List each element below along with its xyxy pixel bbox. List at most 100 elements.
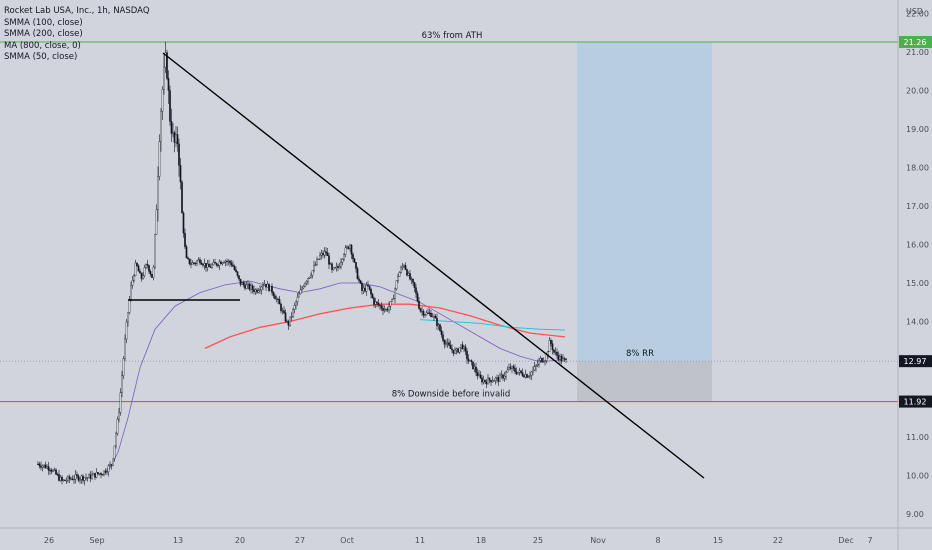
- candle-body[interactable]: [65, 480, 68, 482]
- candle-body[interactable]: [152, 266, 155, 278]
- candle-body[interactable]: [544, 360, 546, 362]
- candle-body[interactable]: [221, 262, 224, 265]
- candle-body[interactable]: [266, 283, 269, 288]
- candle-body[interactable]: [475, 366, 477, 373]
- candle-body[interactable]: [59, 477, 62, 481]
- candle-body[interactable]: [562, 358, 564, 362]
- candle-body[interactable]: [400, 267, 402, 273]
- candle-body[interactable]: [83, 477, 86, 481]
- candle-body[interactable]: [517, 372, 519, 375]
- candle-body[interactable]: [311, 270, 314, 276]
- candle-body[interactable]: [301, 287, 303, 290]
- candle-body[interactable]: [346, 246, 348, 249]
- candle-body[interactable]: [479, 374, 482, 379]
- candle-body[interactable]: [374, 301, 377, 305]
- candle-body[interactable]: [106, 471, 108, 473]
- candle-body[interactable]: [112, 458, 114, 466]
- candle-body[interactable]: [241, 282, 243, 285]
- candle-body[interactable]: [299, 289, 302, 295]
- candle-body[interactable]: [296, 296, 299, 303]
- candle-body[interactable]: [335, 266, 338, 268]
- candle-body[interactable]: [509, 367, 512, 369]
- candle-body[interactable]: [523, 375, 525, 378]
- candle-body[interactable]: [160, 110, 162, 142]
- candle-body[interactable]: [418, 301, 420, 309]
- candle-body[interactable]: [407, 273, 410, 276]
- candle-body[interactable]: [44, 464, 47, 469]
- candle-body[interactable]: [343, 254, 345, 260]
- candle-body[interactable]: [548, 340, 551, 352]
- candle-body[interactable]: [454, 349, 456, 354]
- candle-body[interactable]: [463, 346, 465, 349]
- candle-body[interactable]: [205, 262, 207, 268]
- candle-body[interactable]: [499, 374, 501, 382]
- candle-body[interactable]: [161, 89, 164, 112]
- candle-body[interactable]: [295, 301, 297, 306]
- candle-body[interactable]: [491, 380, 494, 383]
- candle-body[interactable]: [203, 262, 206, 266]
- candle-body[interactable]: [419, 308, 422, 312]
- candle-body[interactable]: [332, 267, 335, 270]
- candle-body[interactable]: [142, 275, 144, 279]
- candle-body[interactable]: [425, 312, 428, 315]
- candle-body[interactable]: [406, 269, 408, 276]
- candle-body[interactable]: [478, 374, 480, 377]
- candle-body[interactable]: [533, 366, 536, 371]
- candle-body[interactable]: [292, 309, 294, 317]
- candle-body[interactable]: [250, 285, 252, 290]
- candle-body[interactable]: [113, 445, 116, 460]
- indicator-smma200[interactable]: SMMA (200, close): [4, 29, 83, 39]
- candle-body[interactable]: [473, 366, 476, 370]
- candle-body[interactable]: [476, 372, 479, 377]
- candle-body[interactable]: [271, 285, 273, 293]
- candle-body[interactable]: [464, 346, 467, 352]
- candle-body[interactable]: [61, 477, 63, 481]
- candle-body[interactable]: [74, 474, 77, 480]
- candle-body[interactable]: [446, 342, 449, 344]
- candle-body[interactable]: [373, 297, 375, 305]
- candle-body[interactable]: [185, 246, 188, 259]
- candle-body[interactable]: [437, 324, 440, 327]
- candle-body[interactable]: [508, 367, 510, 371]
- candle-body[interactable]: [424, 314, 426, 316]
- candle-body[interactable]: [140, 273, 143, 279]
- candle-body[interactable]: [461, 344, 464, 349]
- candle-body[interactable]: [541, 358, 543, 363]
- candle-body[interactable]: [290, 316, 293, 318]
- candle-body[interactable]: [248, 283, 251, 290]
- candle-body[interactable]: [85, 477, 87, 479]
- candle-body[interactable]: [487, 377, 489, 385]
- candle-body[interactable]: [502, 374, 504, 379]
- indicator-smma100[interactable]: SMMA (100, close): [4, 17, 83, 28]
- candle-body[interactable]: [448, 342, 450, 346]
- candle-body[interactable]: [362, 287, 365, 291]
- candle-body[interactable]: [169, 90, 171, 122]
- candle-body[interactable]: [431, 316, 434, 318]
- candle-body[interactable]: [515, 371, 518, 375]
- candle-body[interactable]: [154, 234, 156, 268]
- candle-body[interactable]: [121, 375, 123, 393]
- candle-body[interactable]: [503, 376, 506, 379]
- candle-body[interactable]: [58, 474, 60, 481]
- candle-body[interactable]: [563, 358, 566, 360]
- candle-body[interactable]: [538, 360, 540, 365]
- candle-body[interactable]: [202, 264, 204, 266]
- candle-body[interactable]: [413, 282, 416, 288]
- candle-body[interactable]: [451, 348, 453, 351]
- candle-body[interactable]: [268, 283, 270, 291]
- candle-body[interactable]: [218, 261, 221, 266]
- candle-body[interactable]: [554, 351, 557, 354]
- candle-body[interactable]: [352, 254, 354, 260]
- candle-body[interactable]: [137, 265, 140, 272]
- candle-body[interactable]: [107, 465, 110, 472]
- candle-body[interactable]: [76, 474, 78, 477]
- candle-body[interactable]: [194, 262, 197, 265]
- candle-body[interactable]: [455, 348, 458, 351]
- candle-body[interactable]: [316, 259, 318, 265]
- candle-body[interactable]: [236, 271, 239, 276]
- candle-body[interactable]: [388, 306, 390, 311]
- candle-body[interactable]: [50, 469, 53, 472]
- candle-body[interactable]: [217, 264, 219, 267]
- candle-body[interactable]: [172, 132, 174, 134]
- candle-body[interactable]: [490, 380, 492, 383]
